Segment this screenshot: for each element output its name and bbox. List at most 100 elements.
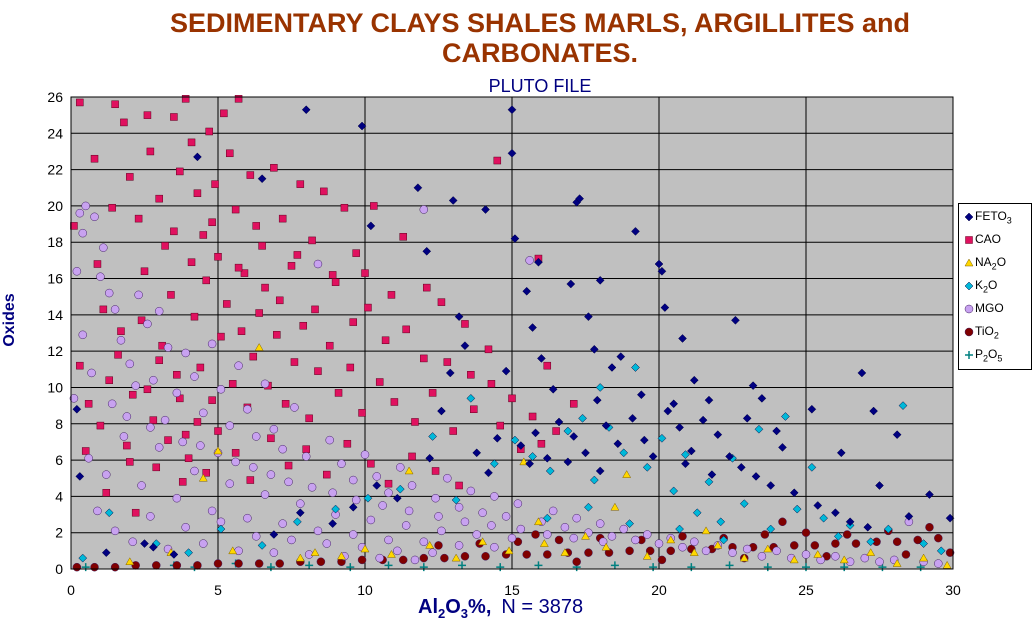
data-point-cao (170, 113, 178, 121)
legend-swatch (965, 350, 973, 359)
data-point-cao (311, 305, 319, 314)
data-point-k2o (490, 459, 499, 469)
data-point-na2o (451, 553, 461, 562)
data-point-p2o5 (763, 563, 772, 572)
data-point-cao (334, 389, 343, 397)
data-point-cao (299, 321, 308, 330)
data-point-cao (211, 180, 219, 188)
data-point-feto3 (507, 105, 517, 115)
data-point-feto3 (589, 344, 599, 354)
data-point-cao (205, 127, 213, 136)
data-point-mgo (307, 483, 317, 492)
data-point-feto3 (637, 390, 646, 400)
data-point-feto3 (534, 257, 543, 267)
data-point-tio2 (842, 530, 852, 539)
data-point-cao (284, 461, 293, 470)
y-tick-label: 14 (47, 307, 63, 323)
data-point-mgo (149, 375, 158, 385)
data-point-cao (411, 418, 419, 426)
data-point-feto3 (766, 481, 776, 490)
y-tick-label: 4 (55, 488, 63, 504)
legend-marker-feto3 (964, 212, 974, 222)
data-point-feto3 (607, 363, 617, 372)
data-point-na2o (310, 548, 320, 556)
data-point-cao (234, 95, 243, 103)
data-point-cao (387, 291, 396, 299)
data-point-cao (290, 358, 299, 366)
data-point-tio2 (152, 561, 161, 570)
series-mgo (69, 201, 943, 568)
data-point-mgo (260, 379, 270, 389)
data-point-cao (90, 154, 99, 163)
data-point-cao (287, 262, 296, 270)
data-point-na2o (610, 502, 620, 511)
plot-border (70, 96, 954, 570)
data-point-mgo (102, 470, 111, 479)
data-point-mgo (69, 394, 79, 403)
data-point-cao (181, 95, 190, 103)
legend-item-cao: CAO (963, 232, 1001, 246)
data-point-mgo (196, 441, 205, 450)
data-point-feto3 (101, 548, 111, 558)
data-point-feto3 (675, 423, 684, 432)
data-point-mgo (548, 506, 558, 516)
data-point-feto3 (484, 468, 493, 478)
data-point-cao (84, 400, 93, 408)
data-point-cao (390, 398, 399, 406)
data-point-feto3 (566, 279, 576, 289)
y-tick-label: 2 (55, 525, 63, 541)
data-point-feto3 (689, 375, 699, 385)
data-point-na2o (360, 544, 370, 553)
data-point-mgo (178, 437, 187, 447)
data-point-cao (278, 214, 287, 223)
data-point-cao (270, 164, 278, 172)
data-point-feto3 (140, 539, 149, 548)
data-point-k2o (716, 517, 726, 527)
data-point-mgo (351, 495, 361, 505)
data-point-mgo (325, 435, 334, 445)
data-point-cao (108, 203, 116, 212)
data-point-mgo (72, 267, 82, 276)
data-point-feto3 (631, 226, 640, 236)
data-point-mgo (119, 432, 129, 441)
data-point-cao (220, 109, 228, 118)
data-point-na2o (813, 549, 823, 558)
data-point-mgo (78, 228, 88, 238)
data-point-mgo (290, 403, 299, 412)
data-point-cao (528, 412, 537, 421)
data-point-p2o5 (802, 563, 810, 572)
data-point-tio2 (925, 522, 934, 532)
data-point-cao (399, 233, 407, 241)
data-point-mgo (472, 530, 481, 539)
data-point-na2o (666, 535, 676, 544)
data-point-cao (187, 138, 196, 147)
data-point-na2o (213, 446, 223, 455)
data-point-cao (217, 332, 225, 341)
data-point-mgo (284, 477, 293, 487)
data-point-mgo (172, 388, 182, 398)
data-point-na2o (763, 544, 773, 553)
y-tick-label: 24 (47, 125, 63, 141)
data-point-tio2 (543, 550, 552, 559)
data-point-mgo (146, 423, 155, 432)
data-point-na2o (198, 473, 208, 482)
data-point-mgo (278, 444, 287, 454)
data-point-feto3 (531, 428, 540, 438)
data-point-na2o (387, 549, 396, 558)
data-point-mgo (154, 443, 164, 452)
data-point-cao (352, 249, 360, 257)
data-point-cao (249, 352, 258, 361)
series-feto3 (72, 105, 955, 559)
data-point-mgo (490, 492, 499, 501)
data-point-mgo (607, 532, 617, 541)
data-point-feto3 (639, 435, 649, 445)
data-point-feto3 (904, 512, 914, 521)
data-point-mgo (875, 557, 884, 566)
data-point-feto3 (813, 501, 823, 510)
y-tick-label: 26 (47, 89, 63, 105)
data-point-mgo (260, 490, 270, 499)
y-tick-label: 8 (55, 416, 63, 432)
data-point-feto3 (681, 459, 690, 469)
data-point-cao (246, 171, 255, 179)
legend-label: FETO3 (975, 209, 1012, 226)
